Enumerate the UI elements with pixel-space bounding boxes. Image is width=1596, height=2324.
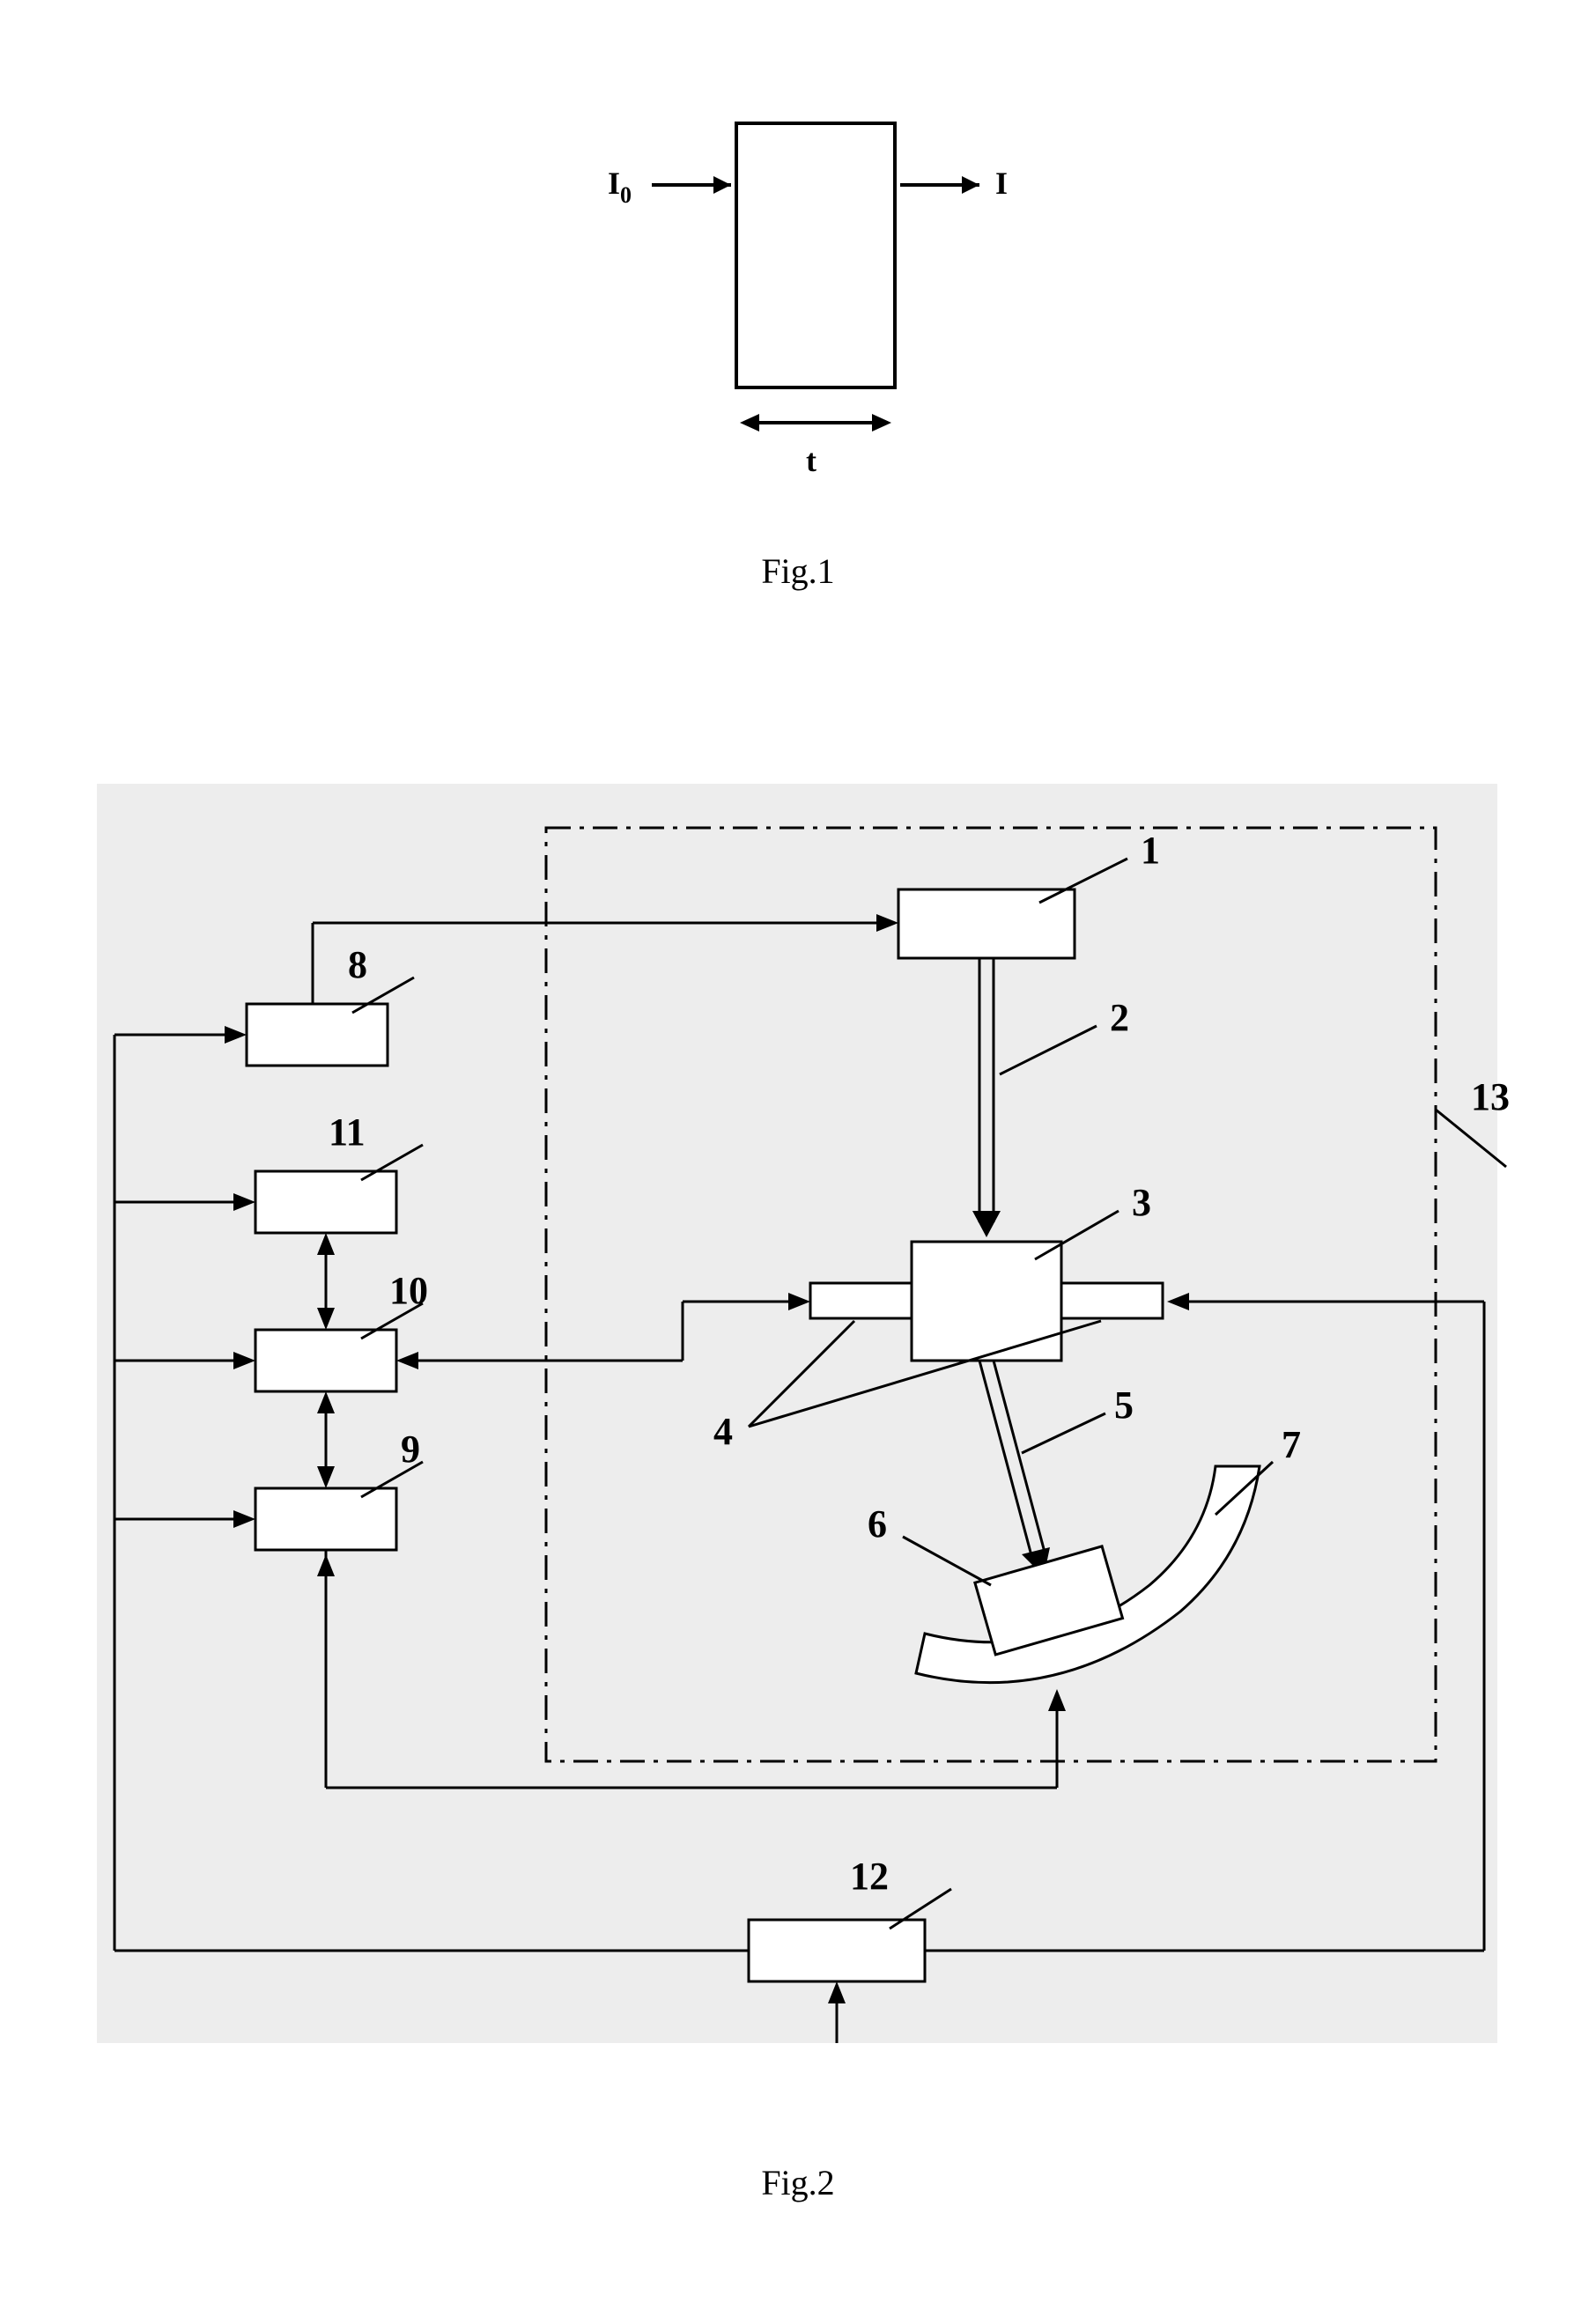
label-9: 9 [401, 1428, 420, 1471]
sample-rect [736, 123, 895, 387]
label-8: 8 [348, 943, 367, 986]
label-2: 2 [1110, 996, 1129, 1039]
label-11: 11 [329, 1110, 366, 1154]
fig2-svg: 1 2 3 4 5 [0, 731, 1596, 2105]
thickness-arrow-right [872, 414, 891, 432]
block-12 [749, 1920, 925, 1981]
figure-1: I0 I t Fig.1 [0, 70, 1596, 592]
fig1-caption: Fig.1 [0, 550, 1596, 592]
tube-left [810, 1283, 912, 1318]
fig1-svg: I0 I t [0, 70, 1596, 528]
thickness-arrow-left [740, 414, 759, 432]
output-arrow-head [962, 176, 979, 194]
label-5: 5 [1114, 1383, 1134, 1427]
block-11 [255, 1171, 396, 1233]
fig2-caption: Fig.2 [0, 2162, 1596, 2203]
block-10 [255, 1330, 396, 1391]
label-13: 13 [1471, 1075, 1510, 1118]
figure-2: 1 2 3 4 5 [0, 731, 1596, 2203]
label-6: 6 [868, 1502, 887, 1546]
block-8 [247, 1004, 388, 1066]
label-12: 12 [850, 1855, 889, 1898]
input-arrow-head [713, 176, 731, 194]
label-1: 1 [1141, 829, 1160, 872]
label-4: 4 [713, 1410, 733, 1453]
output-label: I [995, 166, 1008, 201]
block-9 [255, 1488, 396, 1550]
thickness-label: t [806, 443, 816, 478]
label-7: 7 [1282, 1423, 1301, 1466]
label-3: 3 [1132, 1181, 1151, 1224]
block-1 [898, 889, 1075, 958]
page: I0 I t Fig.1 1 [0, 0, 1596, 2324]
label-10: 10 [389, 1269, 428, 1312]
input-label: I0 [608, 166, 632, 208]
tube-right [1061, 1283, 1163, 1318]
block-3 [912, 1242, 1061, 1361]
